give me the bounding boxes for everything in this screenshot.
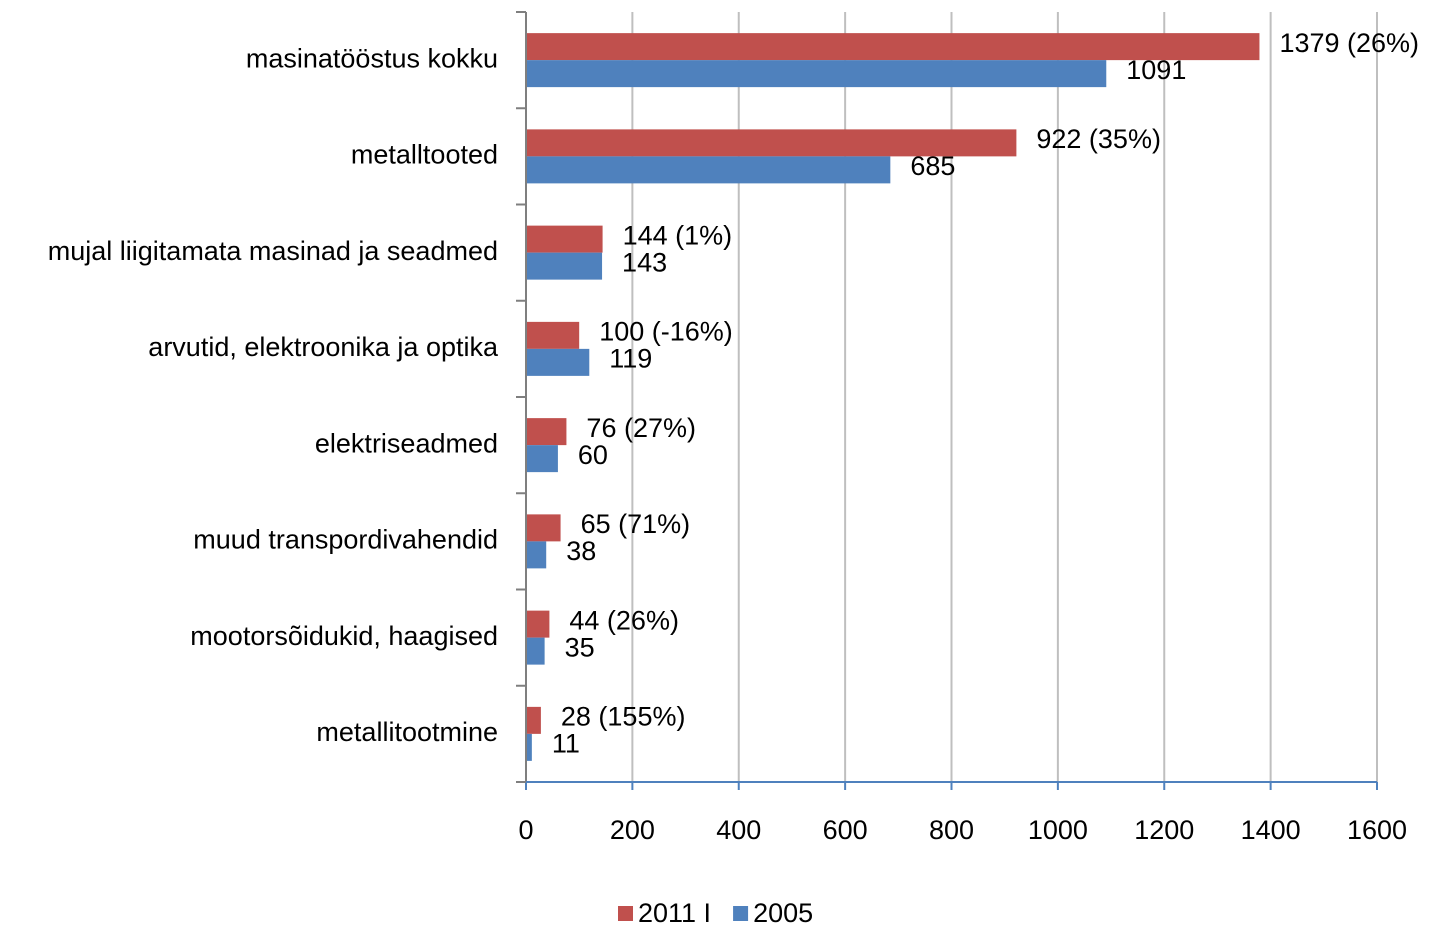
x-tick-label: 600 xyxy=(823,815,868,845)
value-label: 119 xyxy=(609,344,652,374)
bar xyxy=(526,637,545,665)
value-label: 922 (35%) xyxy=(1036,124,1161,154)
value-label: 44 (26%) xyxy=(569,605,679,635)
value-label: 65 (71%) xyxy=(581,509,691,539)
bar xyxy=(526,733,532,761)
value-label: 11 xyxy=(552,729,580,759)
bar xyxy=(526,252,603,280)
value-label: 28 (155%) xyxy=(561,702,686,732)
x-tick-label: 800 xyxy=(929,815,974,845)
bar xyxy=(526,610,550,638)
bar xyxy=(526,60,1107,88)
value-label: 143 xyxy=(622,247,667,277)
x-tick-label: 1000 xyxy=(1028,815,1088,845)
x-tick-label: 0 xyxy=(518,815,533,845)
bar xyxy=(526,225,603,253)
value-label: 38 xyxy=(566,536,596,566)
value-label: 35 xyxy=(565,632,595,662)
bar xyxy=(526,156,891,184)
y-tick-label: metallitootmine xyxy=(316,717,498,747)
x-tick-label: 400 xyxy=(716,815,761,845)
bar xyxy=(526,129,1017,157)
bar xyxy=(526,541,547,569)
value-label: 76 (27%) xyxy=(586,413,696,443)
value-label: 60 xyxy=(578,440,608,470)
bar xyxy=(526,445,558,473)
value-label: 685 xyxy=(910,151,955,181)
y-tick-label: mujal liigitamata masinad ja seadmed xyxy=(48,236,498,266)
y-tick-label: muud transpordivahendid xyxy=(193,525,498,555)
x-tick-label: 200 xyxy=(610,815,655,845)
y-tick-label: metalltooted xyxy=(351,140,498,170)
bar xyxy=(526,706,541,734)
legend-label: 2005 xyxy=(753,898,813,928)
y-tick-label: elektriseadmed xyxy=(315,428,498,458)
x-tick-label: 1200 xyxy=(1134,815,1194,845)
legend-label: 2011 I xyxy=(638,898,711,928)
value-label: 144 (1%) xyxy=(623,220,733,250)
value-label: 1091 xyxy=(1126,55,1186,85)
y-tick-label: arvutid, elektroonika ja optika xyxy=(148,332,499,362)
legend-swatch xyxy=(618,906,633,921)
value-label: 1379 (26%) xyxy=(1279,28,1419,58)
bar xyxy=(526,321,580,349)
y-tick-label: mootorsõidukid, haagised xyxy=(190,621,498,651)
bar xyxy=(526,33,1260,61)
x-tick-label: 1400 xyxy=(1241,815,1301,845)
bar xyxy=(526,514,561,542)
legend-swatch xyxy=(733,906,749,921)
value-label: 100 (-16%) xyxy=(599,317,733,347)
bar xyxy=(526,418,567,446)
y-tick-label: masinatööstus kokku xyxy=(246,43,498,73)
bar xyxy=(526,348,590,376)
x-tick-label: 1600 xyxy=(1347,815,1407,845)
